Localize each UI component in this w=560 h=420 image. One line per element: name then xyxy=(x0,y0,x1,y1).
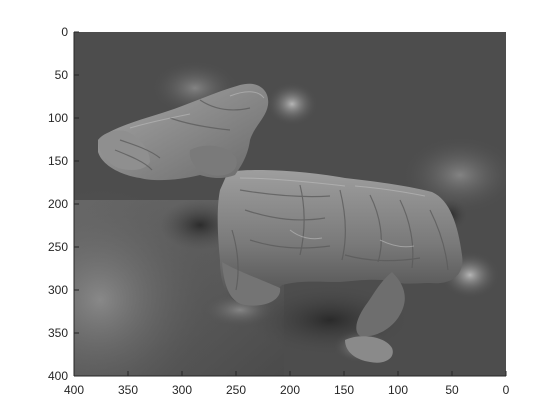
glow-head-right xyxy=(266,82,318,126)
fabric-highlights xyxy=(129,91,426,248)
y-tick-label: 0 xyxy=(61,25,68,39)
x-tick-label: 200 xyxy=(280,383,300,397)
dog-front-leg xyxy=(222,262,281,306)
y-tick-label: 400 xyxy=(48,369,68,383)
depth-image xyxy=(74,32,506,376)
x-tick-label: 400 xyxy=(64,383,84,397)
y-tick-label: 50 xyxy=(55,68,69,82)
x-tick-label: 300 xyxy=(172,383,192,397)
dog-back-leg xyxy=(356,272,405,337)
x-tick-label: 50 xyxy=(445,383,459,397)
dog-paw xyxy=(345,336,393,363)
x-tick-label: 150 xyxy=(334,383,354,397)
x-tick-label: 0 xyxy=(503,383,510,397)
y-tick-label: 100 xyxy=(48,111,68,125)
y-tick-label: 200 xyxy=(48,197,68,211)
y-tick-label: 250 xyxy=(48,240,68,254)
x-tick-label: 350 xyxy=(118,383,138,397)
x-ticks: 400 350 300 250 200 150 100 50 0 xyxy=(64,371,510,397)
y-ticks: 0 50 100 150 200 250 300 350 400 xyxy=(48,25,79,383)
dog-ear xyxy=(189,145,237,176)
y-tick-label: 150 xyxy=(48,154,68,168)
y-tick-label: 300 xyxy=(48,283,68,297)
y-tick-label: 350 xyxy=(48,326,68,340)
x-tick-label: 250 xyxy=(226,383,246,397)
x-tick-label: 100 xyxy=(388,383,408,397)
fabric-wrinkles xyxy=(114,99,449,291)
